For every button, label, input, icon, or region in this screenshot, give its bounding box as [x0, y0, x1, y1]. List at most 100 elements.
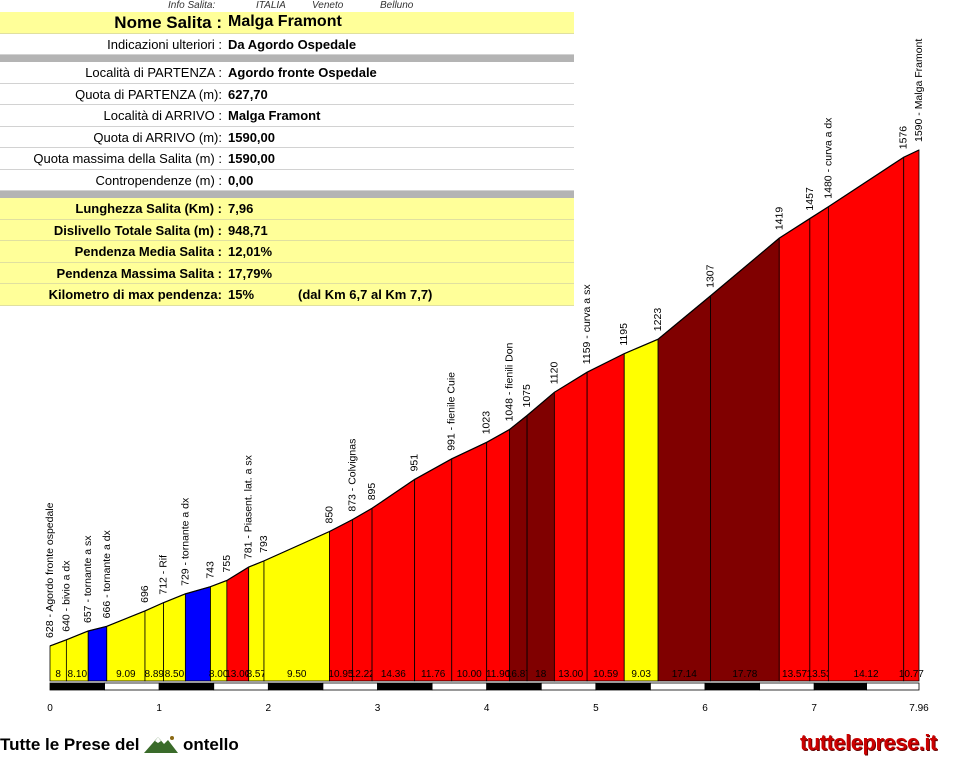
km-bar-block — [704, 682, 761, 691]
segment-grade-label: 13.00 — [225, 669, 250, 680]
info-header-country: ITALIA — [256, 0, 286, 11]
segment-grade-label: 11.90 — [486, 669, 511, 680]
info-value: 1590,00 — [228, 151, 275, 166]
point-label: 1075 — [521, 384, 533, 408]
info-value: Agordo fronte Ospedale — [228, 65, 377, 80]
profile-segment — [553, 371, 588, 682]
profile-segment — [329, 518, 353, 682]
profile-segment — [210, 579, 228, 682]
point-label: 1048 - fienili Don — [504, 342, 516, 421]
point-label: 729 - tornante a dx — [179, 497, 191, 586]
info-value: 627,70 — [228, 86, 268, 102]
segment-grade-label: 18 — [535, 669, 547, 680]
km-bar-block — [49, 682, 105, 691]
mountain-logo-icon — [144, 736, 179, 753]
info-label: Quota di PARTENZA (m): — [75, 86, 222, 102]
info-panel: Nome Salita : Malga Framont Indicazioni ul… — [0, 12, 574, 306]
segment-grade-label: 9.50 — [287, 669, 307, 680]
info-label: Contropendenze (m) : — [95, 172, 222, 188]
info-value: 15% — [228, 287, 255, 302]
info-header: Info Salita: ITALIA Veneto Belluno — [0, 0, 575, 12]
profile-line — [49, 149, 920, 647]
segment-grade-label: 8.89 — [145, 669, 165, 680]
segment-grade-label: 14.12 — [854, 669, 879, 680]
info-label: Pendenza Massima Salita : — [56, 265, 222, 281]
point-label: 951 — [409, 454, 421, 472]
info-header-label: Info Salita: — [168, 0, 216, 11]
info-value: 1590,00 — [228, 129, 275, 145]
km-bar-block — [322, 682, 378, 691]
info-value: Malga Framont — [228, 13, 342, 30]
info-row: Quota massima della Salita (m) : 1590,00 — [0, 148, 574, 170]
segment-grade-label: 10.00 — [457, 669, 482, 680]
segment-grade-label: 8 — [55, 669, 61, 680]
profile-segment — [371, 478, 416, 682]
point-label: 1590 - Malga Framont — [913, 39, 925, 142]
km-bar-block — [813, 682, 867, 691]
info-label: Kilometro di max pendenza: — [48, 287, 222, 302]
segment-grade-label: 13.57 — [782, 669, 807, 680]
info-value: 12,01% — [228, 244, 273, 259]
info-header-region: Veneto — [312, 0, 344, 11]
segment-grade-label: 10.59 — [593, 669, 618, 680]
point-label: 1223 — [652, 308, 664, 332]
point-label: 712 - Rif — [158, 555, 170, 595]
segment-grade-label: 16.87 — [506, 669, 531, 680]
info-value: Da Agordo Ospedale — [228, 36, 357, 52]
logo-text-right: ontello — [182, 735, 239, 754]
info-label: Dislivello Totale Salita (m) : — [53, 222, 222, 238]
point-label: 1195 — [618, 323, 630, 346]
info-label: Pendenza Media Salita : — [74, 244, 222, 259]
point-label: 1419 — [773, 207, 785, 231]
segment-grade-label: 17.78 — [732, 669, 757, 680]
profile-segment — [827, 156, 905, 682]
segment-grade-label: 8.10 — [68, 669, 88, 680]
point-label: 1576 — [898, 126, 910, 150]
info-row: Quota di PARTENZA (m): 627,70 — [0, 84, 574, 105]
x-tick-label: 3 — [375, 703, 381, 714]
profile-segment — [710, 237, 780, 682]
profile-segment — [586, 352, 625, 682]
site-name: tutteleprese.it — [800, 730, 937, 755]
point-label: 793 — [258, 535, 270, 553]
info-row: Località di ARRIVO : Malga Framont — [0, 105, 574, 127]
segment-grade-label: 10.95 — [328, 669, 353, 680]
info-row: Nome Salita : Malga Framont — [0, 12, 574, 34]
info-header-province: Belluno — [380, 0, 414, 11]
point-label: 895 — [366, 483, 378, 501]
segment-grade-label: 14.36 — [381, 669, 406, 680]
km-bar-block — [866, 682, 920, 691]
profile-segment — [451, 441, 488, 682]
point-label: 1307 — [704, 264, 716, 288]
profile-segment — [809, 205, 829, 682]
point-label: 1023 — [481, 411, 493, 435]
info-value: 948,71 — [228, 222, 268, 238]
km-bar-block — [431, 682, 488, 691]
km-bar-block — [650, 682, 706, 691]
info-extra: (dal Km 6,7 al Km 7,7) — [298, 287, 433, 302]
point-label: 1159 - curva a sx — [581, 284, 593, 365]
segment-grade-label: 9.09 — [116, 669, 136, 680]
info-separator — [0, 191, 574, 198]
point-label: 657 - tornante a sx — [82, 535, 94, 623]
km-bar-block — [595, 682, 651, 691]
info-label: Indicazioni ulteriori : — [107, 36, 222, 52]
info-row: Lunghezza Salita (Km) : 7,96 — [0, 198, 574, 220]
x-tick-label: 2 — [266, 703, 272, 714]
profile-segment — [903, 149, 920, 682]
info-label: Quota di ARRIVO (m): — [93, 129, 222, 145]
segment-grade-label: 8.57 — [247, 669, 267, 680]
info-row: Indicazioni ulteriori : Da Agordo Ospedal… — [0, 34, 574, 55]
profile-segment — [226, 566, 250, 682]
info-label: Località di ARRIVO : — [103, 108, 223, 123]
info-label: Nome Salita : — [114, 13, 222, 32]
point-label: 873 - Colvignas — [346, 439, 358, 512]
info-label: Località di PARTENZA : — [85, 65, 222, 80]
point-label: 696 — [139, 585, 151, 603]
info-row: Quota di ARRIVO (m): 1590,00 — [0, 127, 574, 148]
point-label: 640 - bivio a dx — [60, 560, 72, 632]
info-row: Pendenza Massima Salita : 17,79% — [0, 262, 574, 284]
profile-segment — [623, 338, 659, 682]
x-tick-label: 5 — [593, 703, 599, 714]
